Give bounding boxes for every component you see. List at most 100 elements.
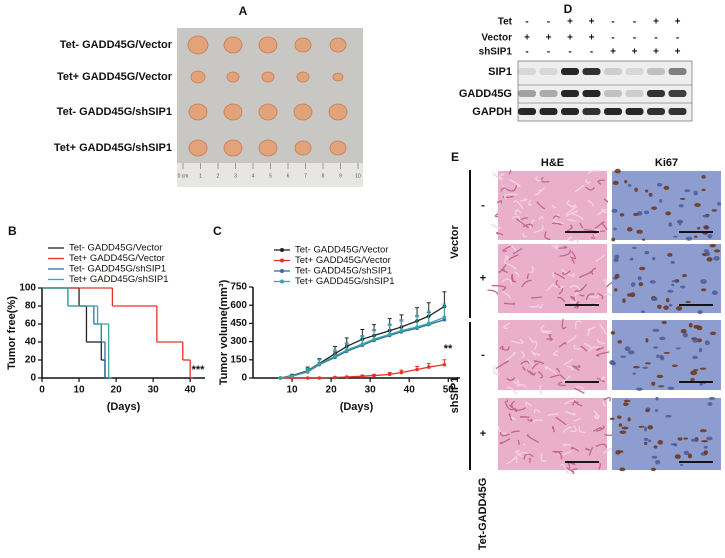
- tissue: [551, 222, 563, 225]
- data-point: [399, 328, 404, 333]
- tissue: [508, 254, 519, 261]
- condition-sign: -: [633, 17, 636, 28]
- tissue: [597, 293, 604, 300]
- cell: [643, 426, 648, 432]
- data-point: [442, 315, 447, 320]
- cell: [623, 399, 631, 403]
- tissue: [557, 296, 566, 303]
- ruler-label: 1: [199, 173, 202, 179]
- tissue: [495, 360, 509, 370]
- band: [647, 108, 665, 115]
- cell: [692, 338, 699, 343]
- tissue: [574, 386, 586, 392]
- tissue: [558, 288, 564, 295]
- tissue: [526, 273, 530, 279]
- tissue: [572, 468, 578, 473]
- x-tick-label: 30: [148, 385, 160, 396]
- cell: [656, 182, 663, 187]
- legend-label: Tet- GADD45G/Vector: [69, 243, 162, 254]
- tissue: [603, 396, 611, 402]
- cell: [632, 246, 637, 249]
- cell: [698, 347, 703, 353]
- tissue: [520, 217, 528, 221]
- tissue: [574, 387, 585, 394]
- cell: [683, 437, 688, 440]
- band: [582, 108, 601, 115]
- data-point: [317, 376, 322, 380]
- band: [518, 108, 536, 115]
- tumor: [187, 35, 209, 55]
- cell: [619, 430, 627, 434]
- tissue: [530, 350, 537, 357]
- cell: [674, 454, 681, 460]
- y-tick-label: 100: [19, 283, 36, 294]
- cell: [633, 365, 640, 369]
- band: [539, 108, 558, 115]
- tumor: [329, 140, 347, 156]
- cell: [656, 304, 662, 309]
- tissue: [511, 400, 515, 408]
- cell: [667, 386, 675, 390]
- cell: [620, 355, 626, 358]
- data-point: [442, 362, 447, 367]
- tissue: [533, 409, 541, 414]
- cell: [703, 445, 708, 449]
- ruler-label: 9: [339, 173, 342, 179]
- cell: [624, 179, 628, 184]
- x-tick-label: 40: [185, 385, 197, 396]
- tissue: [528, 336, 534, 343]
- tissue: [504, 255, 510, 265]
- tumor: [329, 37, 347, 53]
- histology-image: [498, 320, 607, 390]
- cell: [653, 346, 658, 349]
- tissue: [516, 383, 528, 389]
- tissue: [588, 446, 594, 456]
- tissue: [603, 328, 607, 335]
- cell: [659, 354, 664, 360]
- tissue: [553, 349, 559, 356]
- tissue: [561, 268, 572, 277]
- cell: [656, 374, 664, 378]
- band: [625, 68, 644, 75]
- condition-sign: -: [676, 33, 679, 44]
- cell: [680, 285, 686, 289]
- cell: [673, 235, 678, 238]
- tissue: [497, 425, 507, 435]
- tissue: [526, 434, 540, 444]
- tissue: [546, 282, 555, 292]
- condition-sign: +: [632, 47, 638, 58]
- tissue: [529, 370, 535, 376]
- tissue: [516, 378, 520, 384]
- cell: [704, 340, 710, 346]
- cell: [619, 467, 626, 472]
- panel-label: C: [213, 224, 222, 238]
- cell: [655, 396, 659, 401]
- tissue: [522, 223, 534, 228]
- tissue: [598, 462, 602, 470]
- cell: [702, 214, 710, 218]
- cell: [690, 378, 695, 382]
- group-label: Vector: [449, 224, 461, 258]
- cell: [706, 257, 713, 262]
- tissue: [593, 427, 603, 432]
- cell: [647, 439, 652, 443]
- cell: [649, 280, 656, 284]
- tissue: [571, 447, 580, 452]
- tissue: [531, 296, 542, 299]
- tissue: [491, 284, 507, 291]
- cell: [683, 450, 690, 456]
- cell: [644, 189, 649, 193]
- ruler-label: 10: [355, 173, 361, 179]
- cell: [653, 445, 658, 449]
- tissue: [506, 399, 509, 403]
- cell: [632, 372, 636, 375]
- band: [539, 68, 558, 75]
- tissue: [523, 453, 534, 460]
- tissue: [558, 342, 567, 348]
- tissue: [559, 249, 571, 257]
- tumor: [296, 71, 310, 83]
- tissue: [544, 366, 558, 375]
- tissue: [572, 401, 579, 406]
- condition-sign: -: [590, 47, 593, 58]
